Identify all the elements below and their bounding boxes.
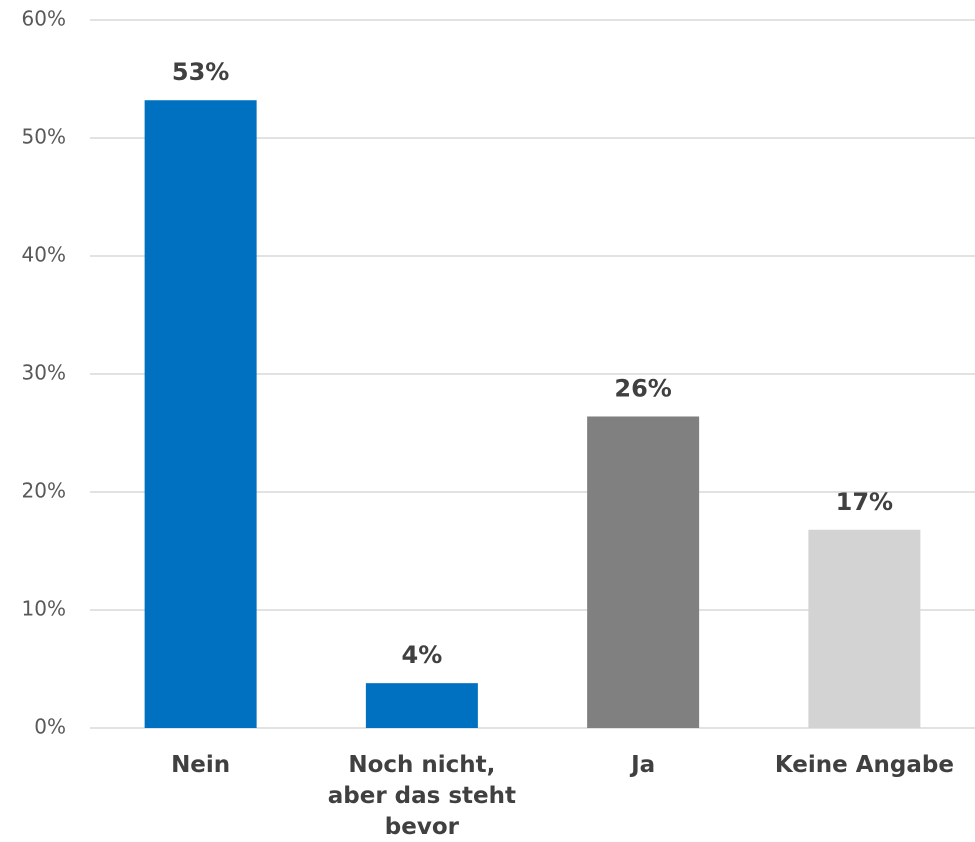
y-tick-label: 10%	[22, 597, 66, 621]
value-label: 17%	[836, 488, 893, 516]
y-tick-label: 60%	[22, 7, 66, 31]
bar	[144, 100, 257, 729]
y-tick-label: 0%	[34, 715, 66, 739]
y-tick-label: 40%	[22, 243, 66, 267]
value-label: 4%	[402, 641, 443, 669]
y-tick-label: 50%	[22, 125, 66, 149]
x-tick-label: Nein	[171, 752, 231, 778]
value-label: 53%	[172, 58, 229, 86]
bar	[365, 683, 478, 728]
y-tick-label: 30%	[22, 361, 66, 385]
y-tick-label: 20%	[22, 479, 66, 503]
x-tick-label: Noch nicht, aber das steht bevor	[327, 752, 517, 840]
x-tick-label: Ja	[631, 752, 656, 778]
bar	[808, 529, 921, 728]
value-label: 26%	[614, 374, 671, 402]
x-tick-label: Keine Angabe	[774, 752, 954, 778]
bar	[587, 416, 700, 728]
